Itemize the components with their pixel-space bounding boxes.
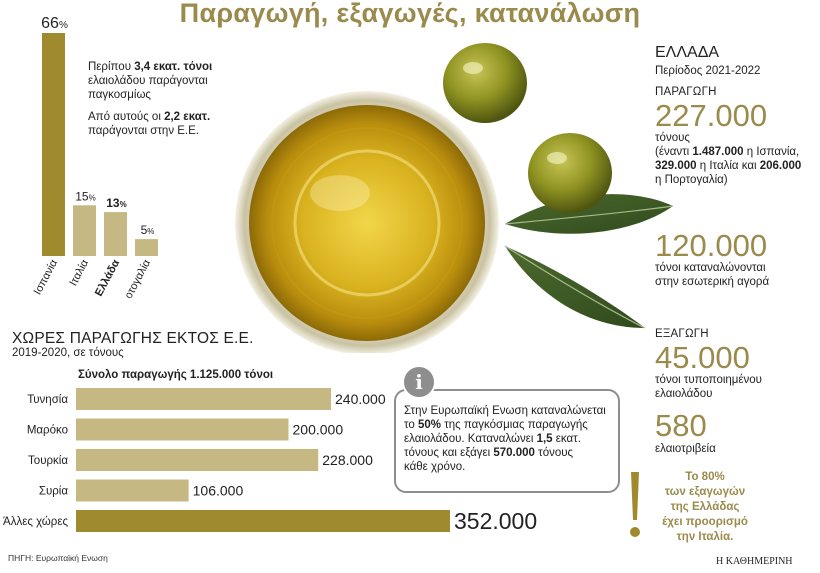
hbar-value-label: 228.000 xyxy=(322,452,373,468)
hbar-1 xyxy=(76,418,289,441)
greece-period: Περίοδος 2021-2022 xyxy=(655,65,761,77)
production-unit: τόνους xyxy=(655,132,690,144)
eu-production-note: Από αυτούς οι 2,2 εκατ. παράγονται στην … xyxy=(88,111,211,137)
non-eu-total: Σύνολο παραγωγής 1.125.000 τόνοι xyxy=(78,369,274,381)
eu-consumption-box xyxy=(394,389,620,493)
category-label: Ισπανία xyxy=(32,257,61,297)
exclamation-icon xyxy=(630,472,640,537)
non-eu-production-chart: Τυνησία 240.000 Μαρόκο 200.000 Τουρκία 228.00… xyxy=(3,388,537,534)
hbar-value-label: 352.000 xyxy=(454,508,537,534)
bar-value-label: 13% xyxy=(106,196,126,210)
hbar-category-label: Τουρκία xyxy=(28,455,68,467)
export-line2: ελαιολάδου xyxy=(655,388,713,400)
hbar-category-label: Τυνησία xyxy=(27,394,68,406)
export-caption: ΕΞΑΓΩΓΗ xyxy=(655,328,709,340)
consumption-line1: τόνοι καταναλώνονται xyxy=(655,262,766,274)
bar-value-label: 5% xyxy=(141,223,155,237)
export-destination-note: Το 80% των εξαγωγών της Ελλάδας έχει προ… xyxy=(662,471,748,543)
bar-value-label: 66% xyxy=(41,15,68,32)
eu-consumption-text: Στην Ευρωπαϊκή Ενωση καταναλώνεται το 50… xyxy=(404,405,606,473)
bar-1 xyxy=(73,205,96,256)
brand-logo: Η ΚΑΘΗΜΕΡΙΝΗ xyxy=(716,556,793,567)
bar-2 xyxy=(104,212,127,256)
non-eu-title: ΧΩΡΕΣ ΠΑΡΑΓΩΓΗΣ ΕΚΤΟΣ Ε.Ε. xyxy=(12,330,254,347)
production-value: 227.000 xyxy=(655,98,768,133)
hbar-value-label: 240.000 xyxy=(335,391,386,407)
consumption-line2: στην εσωτερική αγορά xyxy=(655,276,770,288)
production-comparison: (έναντι 1.487.000 η Ισπανία, 329.000 η Ι… xyxy=(655,146,802,186)
hbar-4 xyxy=(76,510,450,532)
hbar-2 xyxy=(76,449,319,471)
bar-3 xyxy=(135,239,158,256)
production-caption: ΠΑΡΑΓΩΓΗ xyxy=(655,86,717,98)
greece-heading: ΕΛΛΑΔΑ xyxy=(655,44,720,61)
mills-label: ελαιοτριβεία xyxy=(655,443,716,455)
source-note: ΠΗΓΗ: Ευρωπαϊκή Ενωση xyxy=(8,553,108,563)
consumption-value: 120.000 xyxy=(655,228,768,263)
hbar-3 xyxy=(76,479,189,502)
mills-value: 580 xyxy=(655,408,707,443)
hbar-category-label: Συρία xyxy=(39,486,68,498)
olive-oil-photo xyxy=(235,43,674,353)
page-title: Παραγωγή, εξαγωγές, κατανάλωση xyxy=(179,0,641,28)
hbar-value-label: 200.000 xyxy=(293,422,344,438)
hbar-category-label: Άλλες χώρες xyxy=(3,516,68,528)
export-value: 45.000 xyxy=(655,340,750,375)
export-line1: τόνοι τυποποιημένου xyxy=(655,374,762,386)
hbar-0 xyxy=(76,388,331,410)
category-label: Ιταλία xyxy=(67,257,91,288)
world-production-note: Περίπου 3,4 εκατ. τόνοι ελαιολάδου παράγ… xyxy=(88,61,213,101)
category-label: Ελλάδα xyxy=(93,258,122,298)
non-eu-period: 2019-2020, σε τόνους xyxy=(12,347,124,359)
hbar-category-label: Μαρόκο xyxy=(27,425,68,437)
bar-value-label: 15% xyxy=(75,189,95,203)
bar-0 xyxy=(42,33,65,256)
hbar-value-label: 106.000 xyxy=(193,483,244,499)
info-icon: i xyxy=(402,365,436,399)
